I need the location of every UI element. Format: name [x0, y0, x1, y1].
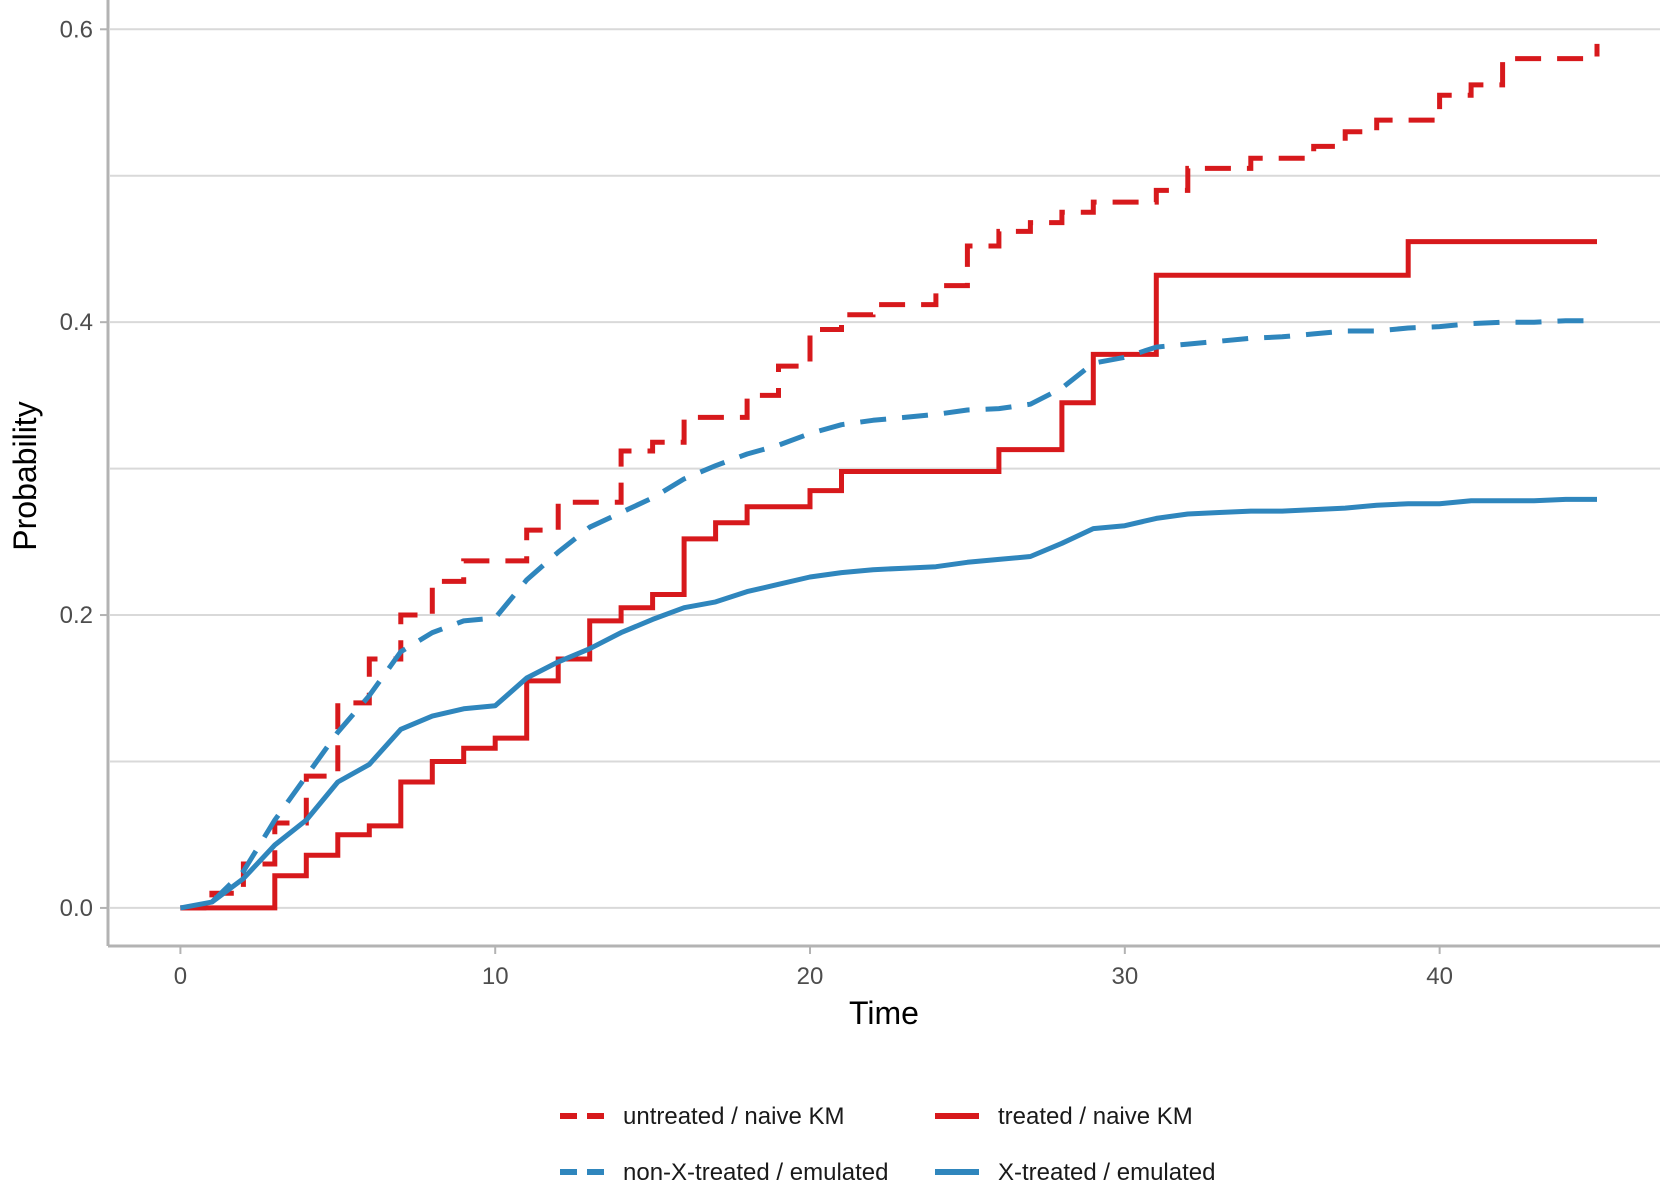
x-tick-label: 20 [797, 963, 824, 990]
x-tick-label: 40 [1426, 963, 1453, 990]
x-tick-label: 30 [1111, 963, 1138, 990]
legend-label-untreated-naive-km: untreated / naive KM [623, 1103, 844, 1130]
axis-ticks: 0.0 0.2 0.4 0.6 0 10 20 30 40 [60, 16, 1453, 990]
legend-item-untreated-naive-km: untreated / naive KM [560, 1103, 844, 1130]
legend: untreated / naive KM treated / naive KM … [560, 1103, 1215, 1186]
legend-item-non-x-treated-emulated: non-X-treated / emulated [560, 1159, 889, 1186]
series-line-x-treated-emulated [179, 496, 1597, 911]
legend-label-treated-naive-km: treated / naive KM [998, 1103, 1193, 1130]
legend-item-x-treated-emulated: X-treated / emulated [935, 1159, 1215, 1186]
axes [106, 0, 1660, 948]
legend-label-x-treated-emulated: X-treated / emulated [998, 1159, 1215, 1186]
x-tick-label: 10 [482, 963, 509, 990]
y-tick-label: 0.4 [60, 309, 93, 336]
series-line-non-x-treated-emulated [210, 318, 1597, 904]
series-line-untreated-naive-km [180, 43, 1600, 911]
x-tick-label: 0 [174, 963, 187, 990]
y-axis-title: Probability [7, 401, 43, 550]
y-tick-label: 0.6 [60, 16, 93, 43]
y-tick-label: 0.2 [60, 602, 93, 629]
legend-item-treated-naive-km: treated / naive KM [935, 1103, 1193, 1130]
grid-lines [110, 28, 1660, 909]
series-line-treated-naive-km [180, 239, 1597, 911]
legend-label-non-x-treated-emulated: non-X-treated / emulated [623, 1159, 889, 1186]
data-series [179, 43, 1600, 911]
y-tick-label: 0.0 [60, 895, 93, 922]
x-axis-title: Time [849, 995, 919, 1031]
